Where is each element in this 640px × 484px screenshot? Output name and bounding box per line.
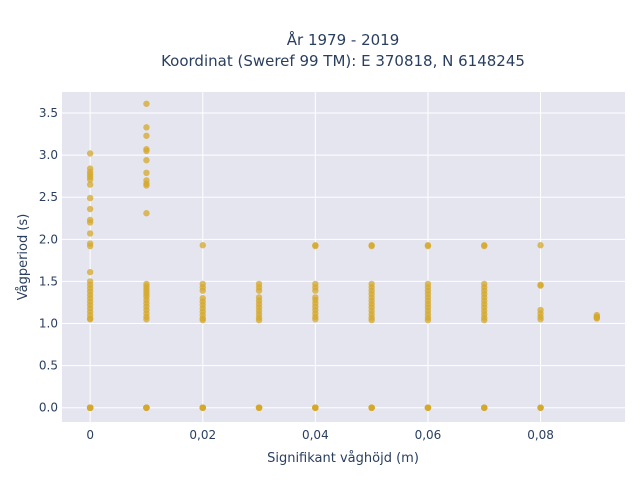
data-point [312,287,319,294]
data-point [86,404,94,411]
data-point [593,315,601,322]
y-tick-label: 2.5 [39,190,58,204]
data-point [143,316,150,323]
y-tick-label: 0.5 [39,359,58,373]
data-point [368,242,375,250]
data-points [86,100,601,411]
data-point [86,219,94,226]
x-tick-label: 0,08 [527,428,554,442]
data-point [86,316,94,323]
data-point [255,404,263,411]
data-point [481,316,488,324]
data-point [481,404,488,411]
y-tick-label: 1.0 [39,317,58,331]
data-point [143,124,150,131]
y-tick-labels: 0.0 0.5 1.0 1.5 2.0 2.5 3.0 3.5 [39,106,58,415]
data-point [86,230,94,237]
x-tick-label: 0,02 [189,428,216,442]
data-point [86,242,94,250]
x-tick-label: 0,04 [302,428,329,442]
y-tick-label: 2.0 [39,232,58,246]
data-point [312,404,319,411]
grid-lines [62,92,625,422]
data-point [143,156,150,164]
data-point [86,194,94,202]
data-point [312,242,319,250]
data-point [424,316,432,324]
data-point [199,242,206,249]
y-axis-title: Vågperiod (s) [16,214,31,301]
plot-background [62,92,625,422]
data-point [481,242,488,250]
data-point [537,316,544,323]
data-point [368,404,375,411]
x-tick-label: 0,06 [415,428,442,442]
data-point [86,150,94,157]
data-point [143,132,150,139]
data-point [255,287,263,294]
data-point [143,210,150,217]
y-tick-label: 3.0 [39,148,58,162]
data-point [143,182,150,189]
y-tick-label: 1.5 [39,274,58,288]
data-point [312,316,319,323]
data-point [199,316,206,324]
data-point [86,181,94,188]
data-point [537,282,544,289]
data-point [537,404,544,411]
y-tick-label: 3.5 [39,106,58,120]
x-axis-title: Signifikant våghöjd (m) [267,451,419,466]
data-point [537,242,544,249]
y-tick-label: 0.0 [39,401,58,415]
data-point [86,268,94,276]
data-point [143,404,150,411]
data-point [86,205,94,213]
data-point [143,169,150,177]
data-point [143,100,150,107]
chart-title-line2: Koordinat (Sweref 99 TM): E 370818, N 61… [161,52,525,70]
chart-title-line1: År 1979 - 2019 [287,30,400,49]
data-point [424,242,432,250]
data-point [143,147,150,155]
data-point [199,287,206,294]
data-point [424,404,432,411]
x-tick-labels: 0 0,02 0,04 0,06 0,08 [86,428,554,442]
x-tick-label: 0 [86,428,94,442]
data-point [255,316,263,324]
data-point [368,316,375,324]
data-point [86,176,94,183]
data-point [199,404,206,411]
